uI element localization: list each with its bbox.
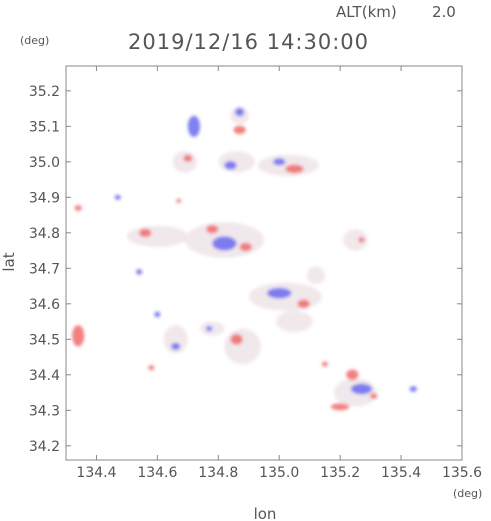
y-tick-label: 35.0 bbox=[29, 155, 60, 171]
x-tick-label: 134.6 bbox=[137, 465, 177, 481]
x-axis-label: lon bbox=[254, 505, 277, 521]
y-tick-label: 34.5 bbox=[29, 332, 60, 348]
positive-cell bbox=[239, 242, 252, 252]
x-tick-label: 135.4 bbox=[381, 465, 421, 481]
negative-cell bbox=[187, 115, 201, 137]
y-axis-label: lat bbox=[0, 252, 18, 271]
negative-cell bbox=[136, 269, 143, 275]
y-tick-label: 34.4 bbox=[29, 368, 60, 384]
y-tick-label: 34.8 bbox=[29, 226, 60, 242]
weak-cell bbox=[224, 328, 261, 365]
y-tick-label: 34.9 bbox=[29, 190, 60, 206]
timestamp: 2019/12/16 14:30:00 bbox=[128, 30, 369, 54]
weak-cell bbox=[343, 229, 368, 251]
plot-data-layer bbox=[72, 106, 417, 411]
negative-cell bbox=[350, 383, 373, 395]
weak-cell bbox=[306, 266, 325, 285]
positive-cell bbox=[297, 299, 310, 309]
positive-cell bbox=[74, 205, 82, 211]
negative-cell bbox=[212, 236, 237, 251]
negative-cell bbox=[224, 161, 237, 170]
positive-cell bbox=[139, 228, 152, 238]
plot-frame bbox=[65, 65, 463, 461]
negative-cell bbox=[409, 386, 417, 392]
weak-cell bbox=[218, 151, 255, 173]
alt-label: ALT(km) bbox=[336, 3, 397, 21]
positive-cell bbox=[233, 125, 246, 135]
positive-cell bbox=[183, 154, 193, 162]
positive-cell bbox=[206, 225, 219, 234]
alt-value: 2.0 bbox=[432, 3, 456, 21]
positive-cell bbox=[72, 325, 85, 347]
weak-cell bbox=[276, 310, 313, 333]
x-axis-ticks: 134.4 134.6 134.8 135.0 135.2 135.4 135.6 bbox=[76, 66, 482, 481]
y-tick-label: 35.1 bbox=[29, 119, 60, 135]
positive-cell bbox=[230, 333, 243, 345]
positive-cell bbox=[370, 393, 378, 399]
weak-cell bbox=[172, 151, 197, 173]
x-tick-label: 135.0 bbox=[259, 465, 299, 481]
positive-cell bbox=[346, 369, 359, 381]
y-axis-ticks: 34.2 34.3 34.4 34.5 34.6 34.7 34.8 34.9 35.0 35.1… bbox=[29, 84, 462, 455]
x-tick-label: 134.4 bbox=[76, 465, 116, 481]
y-tick-label: 34.7 bbox=[29, 261, 60, 277]
x-tick-label: 135.6 bbox=[442, 465, 482, 481]
positive-cell bbox=[331, 403, 350, 411]
x-unit-label: (deg) bbox=[453, 487, 482, 500]
positive-cell bbox=[148, 365, 155, 371]
negative-cell bbox=[171, 342, 181, 350]
y-unit-label: (deg) bbox=[20, 34, 49, 47]
negative-cell bbox=[114, 194, 121, 200]
x-tick-label: 134.8 bbox=[198, 465, 238, 481]
positive-cell bbox=[176, 198, 182, 204]
negative-cell bbox=[235, 107, 245, 117]
positive-cell bbox=[285, 164, 304, 174]
weak-cell bbox=[163, 325, 188, 354]
negative-cell bbox=[206, 325, 213, 332]
y-tick-label: 35.2 bbox=[29, 84, 60, 100]
x-tick-label: 135.2 bbox=[320, 465, 360, 481]
negative-cell bbox=[267, 287, 292, 299]
weak-cell bbox=[126, 225, 188, 248]
y-tick-label: 34.6 bbox=[29, 297, 60, 313]
y-tick-label: 34.2 bbox=[29, 439, 60, 455]
positive-cell bbox=[321, 361, 328, 367]
positive-cell bbox=[358, 237, 365, 243]
negative-cell bbox=[154, 311, 161, 318]
negative-cell bbox=[273, 158, 286, 166]
y-tick-label: 34.3 bbox=[29, 403, 60, 419]
weak-cell bbox=[257, 154, 319, 177]
